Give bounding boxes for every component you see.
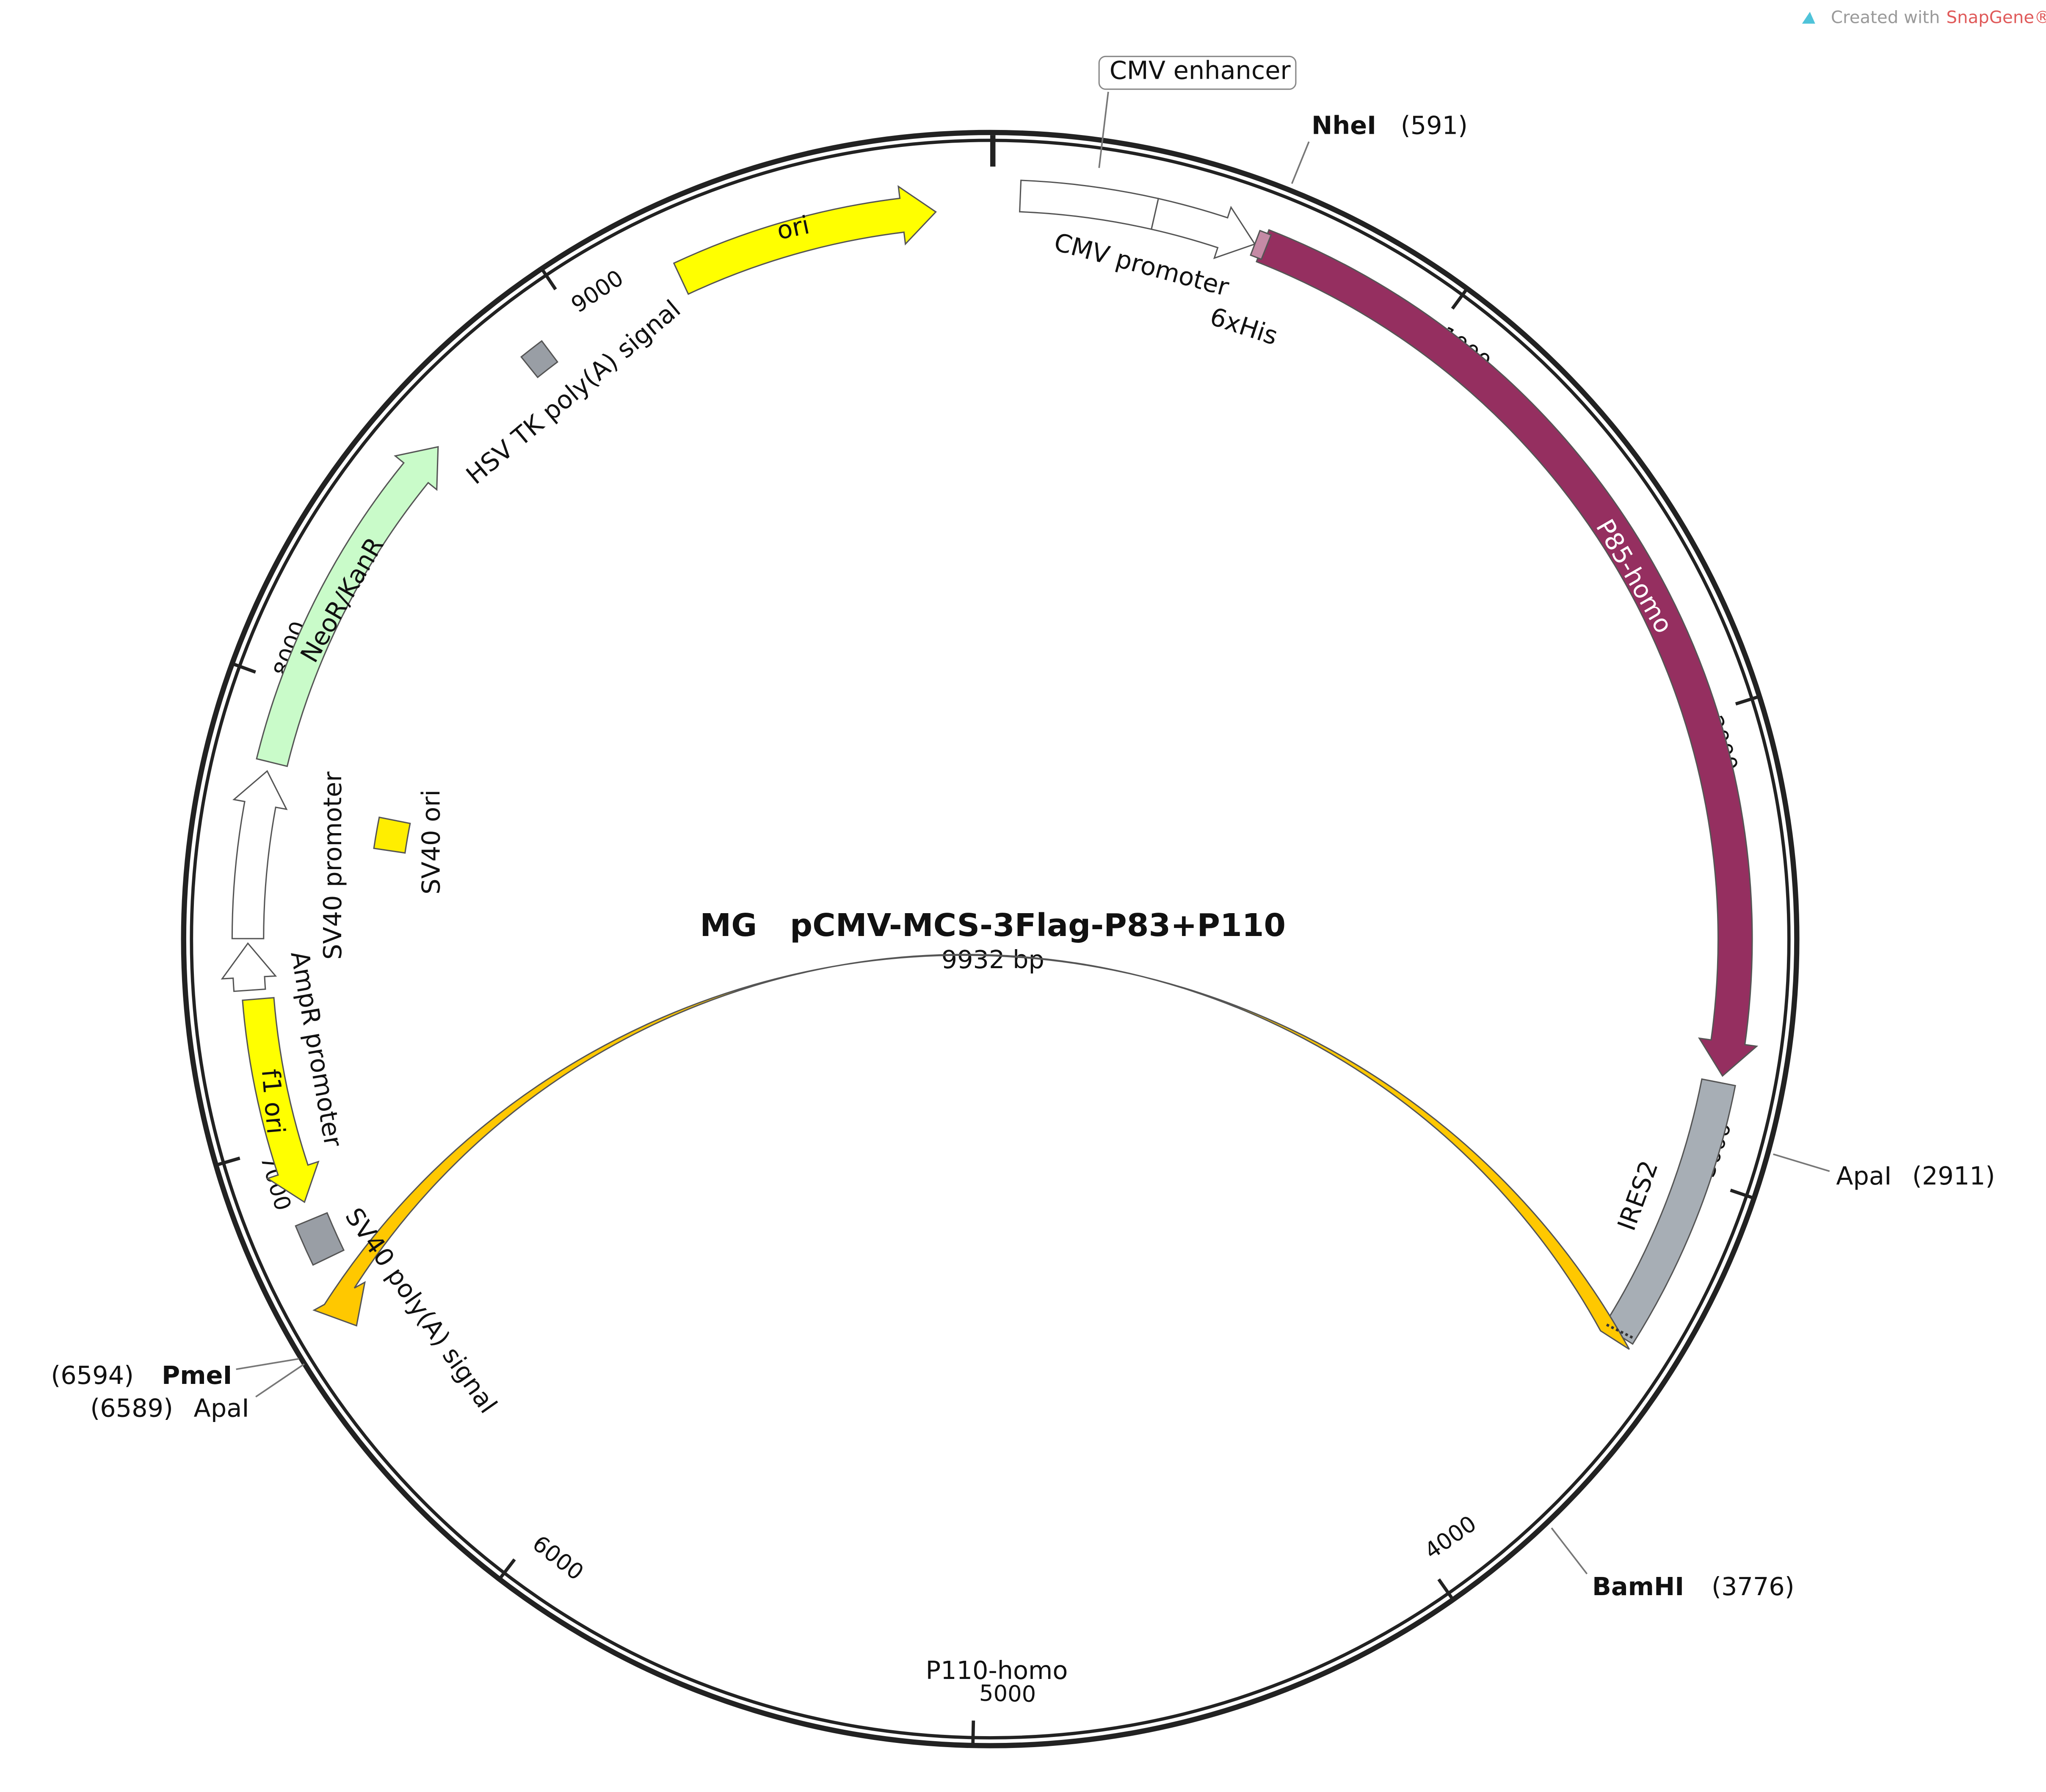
watermark-prefix: Created with bbox=[1831, 8, 1940, 27]
site-leader bbox=[1291, 141, 1310, 184]
watermark-brand: SnapGene® bbox=[1947, 8, 2046, 27]
sv40-polya bbox=[295, 1212, 345, 1266]
site-name: ApaI bbox=[1836, 1161, 1891, 1190]
tick-mark bbox=[1730, 1188, 1753, 1200]
p85-homo bbox=[1256, 229, 1759, 1077]
p110-homo bbox=[312, 954, 1630, 1350]
sv40-promoter bbox=[231, 770, 288, 939]
tick-label: 6000 bbox=[527, 1530, 588, 1585]
sv40-ori bbox=[373, 816, 411, 854]
site-leader bbox=[255, 1363, 305, 1398]
site-leader bbox=[236, 1358, 299, 1370]
site-position: (591) bbox=[1401, 111, 1468, 140]
tick-mark bbox=[1735, 695, 1759, 706]
feature-label: P110-homo bbox=[926, 1656, 1068, 1685]
site-leader bbox=[1773, 1153, 1830, 1172]
site-leader bbox=[1551, 1527, 1588, 1574]
tick-mark bbox=[541, 269, 557, 290]
site-name: ApaI bbox=[194, 1394, 249, 1423]
site-position: (6594) bbox=[51, 1361, 134, 1390]
feature-label: 6xHis bbox=[1207, 301, 1281, 351]
tick-mark bbox=[1437, 1578, 1454, 1600]
ori bbox=[673, 185, 937, 295]
tick-label: 4000 bbox=[1420, 1510, 1481, 1564]
tick-mark bbox=[232, 662, 256, 674]
feature-label: CMV enhancer bbox=[1110, 56, 1291, 85]
logo bbox=[1802, 11, 1815, 24]
site-position: (6589) bbox=[90, 1394, 173, 1423]
feature-label: SV40 poly(A) signal bbox=[340, 1202, 503, 1418]
feature-label: ori bbox=[774, 210, 812, 245]
cmv-promoter bbox=[1150, 198, 1256, 260]
site-position: (3776) bbox=[1712, 1572, 1795, 1601]
site-name: PmeI bbox=[162, 1361, 232, 1390]
tick-mark bbox=[216, 1157, 240, 1167]
tick-label: 9000 bbox=[567, 265, 628, 318]
plasmid-length: 9932 bp bbox=[942, 945, 1044, 974]
watermark: Created with SnapGene® bbox=[1802, 8, 2046, 27]
feature-label: HSV TK poly(A) signal bbox=[461, 294, 686, 490]
feature-label: SV40 promoter bbox=[318, 771, 347, 960]
feature-label: f1 ori bbox=[256, 1068, 291, 1135]
backbone-outer bbox=[181, 130, 1800, 1748]
plasmid-title: MG pCMV-MCS-3Flag-P83+P110 bbox=[700, 907, 1286, 944]
label-box bbox=[1098, 55, 1297, 90]
cmv-enhancer bbox=[1019, 179, 1160, 230]
6xhis bbox=[1250, 229, 1272, 260]
feature-label: IRES2 bbox=[1612, 1157, 1664, 1234]
neor-kanr bbox=[256, 446, 439, 767]
ampr-promoter bbox=[221, 942, 277, 992]
site-position: (2911) bbox=[1912, 1161, 1995, 1190]
site-name: NheI bbox=[1312, 111, 1376, 140]
hsv-tk-polya bbox=[520, 340, 559, 378]
tick-mark bbox=[499, 1558, 516, 1579]
tick-mark bbox=[1451, 288, 1468, 310]
feature-label: SV40 ori bbox=[416, 790, 445, 895]
site-name: BamHI bbox=[1592, 1572, 1684, 1601]
f1-ori bbox=[242, 997, 320, 1203]
tick-label: 5000 bbox=[979, 1680, 1036, 1707]
leader-line bbox=[1098, 91, 1109, 168]
